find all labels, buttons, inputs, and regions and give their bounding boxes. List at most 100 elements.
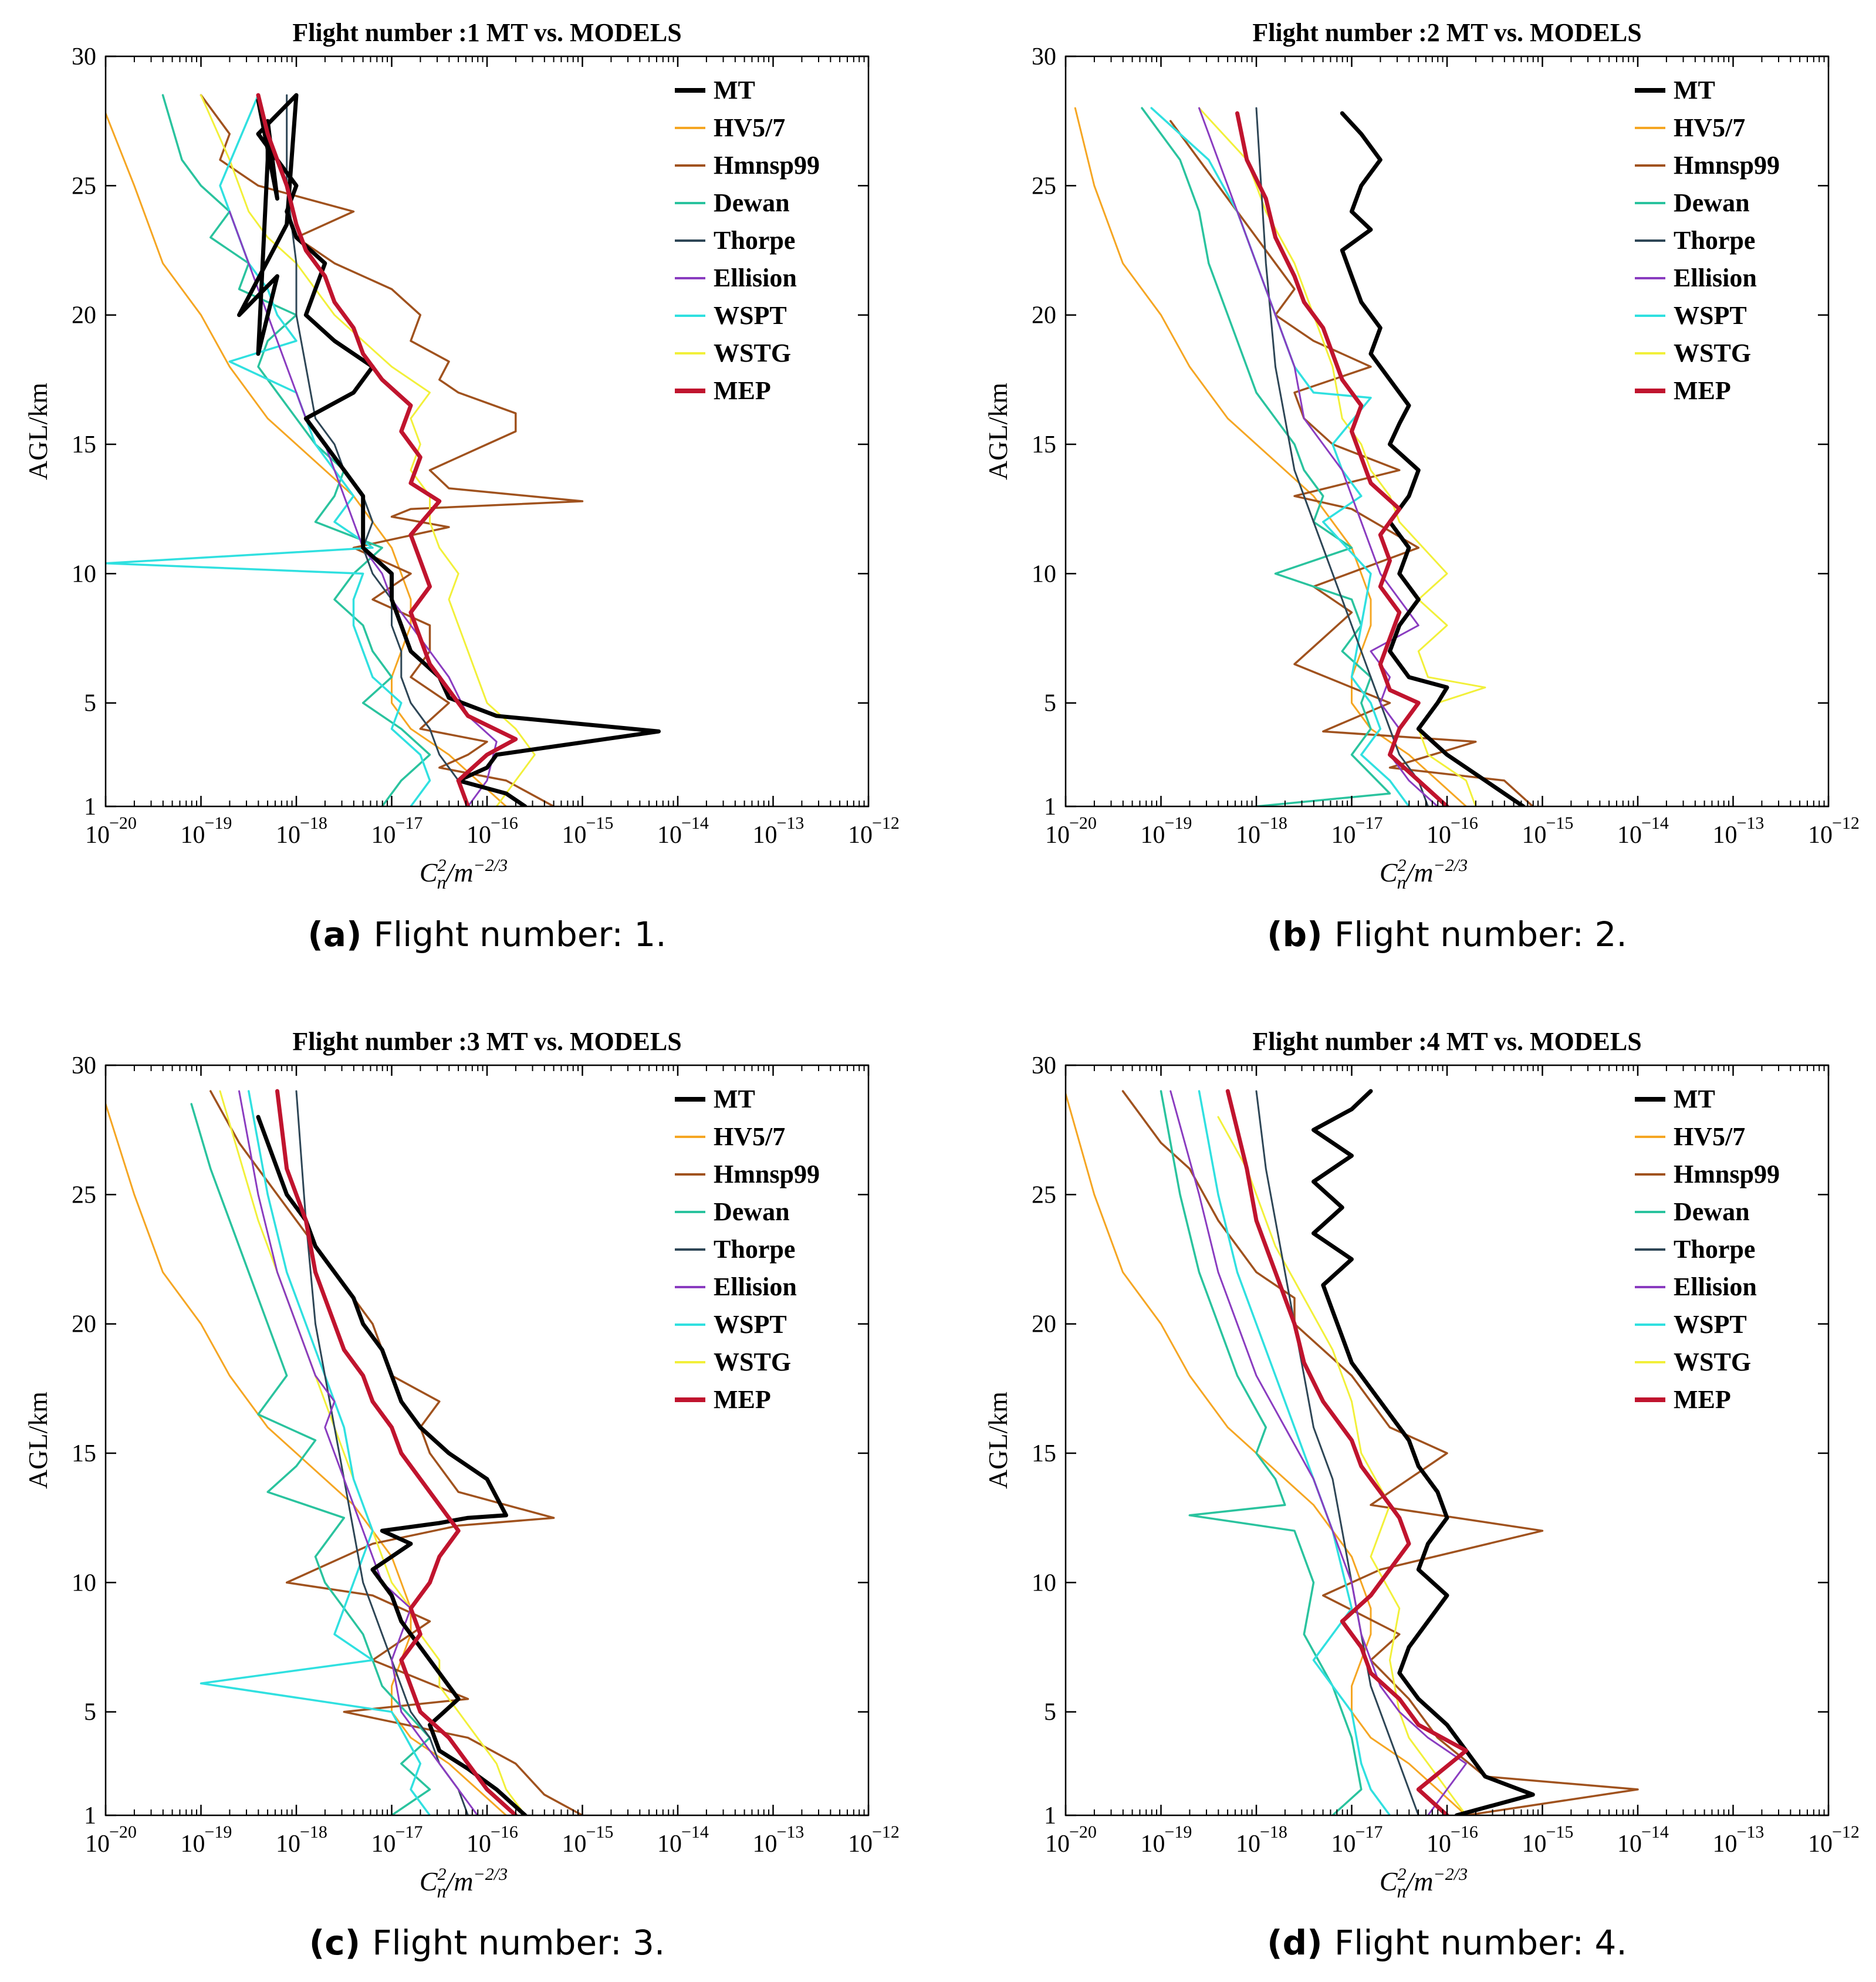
x-tick-exponent: −15 (1546, 1822, 1574, 1842)
y-tick-label: 5 (1044, 1699, 1056, 1726)
y-tick-label: 30 (72, 43, 96, 70)
series-line-dewan (161, 94, 431, 806)
x-tick-exponent: −18 (300, 813, 327, 833)
series-line-mep (1235, 111, 1449, 806)
legend-entry: Hmnsp99 (1674, 151, 1780, 180)
y-tick-label: 5 (84, 1699, 96, 1726)
chart-title: Flight number :2 MT vs. MODELS (1252, 18, 1641, 47)
series-line-wspt (106, 94, 431, 806)
x-tick-exponent: −19 (205, 1822, 232, 1842)
y-tick-label: 10 (72, 1569, 96, 1596)
x-tick-label: 10 (1427, 822, 1451, 849)
x-tick-label: 10 (1808, 822, 1833, 849)
y-tick-label: 1 (84, 794, 96, 821)
legend-entry: Thorpe (714, 1235, 795, 1264)
y-tick-label: 25 (1032, 1181, 1056, 1208)
series-group (106, 1089, 584, 1815)
x-axis-label: C2 n/m−2/3 (420, 856, 508, 893)
y-tick-label: 15 (1032, 1440, 1056, 1467)
x-tick-exponent: −17 (1356, 813, 1383, 833)
series-line-mt (237, 93, 661, 806)
x-tick-label: 10 (562, 1831, 587, 1858)
legend-entry: Hmnsp99 (1674, 1160, 1780, 1188)
legend-entry: Thorpe (1674, 1235, 1755, 1264)
x-tick-label: 10 (1617, 1831, 1642, 1858)
x-axis-label: C2 n/m−2/3 (1380, 1865, 1468, 1902)
y-axis-label: AGL/km (983, 1392, 1013, 1489)
x-tick-label: 10 (848, 1831, 873, 1858)
x-tick-label: 10 (371, 822, 396, 849)
x-tick-label: 10 (276, 1831, 300, 1858)
legend-entry: WSPT (1674, 301, 1747, 330)
series-line-hv5-7 (106, 112, 507, 806)
series-group (1066, 1089, 1639, 1815)
x-tick-exponent: −16 (491, 1822, 518, 1842)
x-tick-label: 10 (1236, 822, 1260, 849)
series-line-hv5-7 (1066, 1093, 1467, 1815)
x-tick-exponent: −16 (1451, 1822, 1478, 1842)
x-tick-exponent: −14 (1641, 1822, 1669, 1842)
legend-entry: HV5/7 (714, 1122, 785, 1151)
series-line-ellision (238, 1090, 479, 1815)
x-tick-exponent: −13 (1737, 1822, 1765, 1842)
legend-entry: Ellision (1674, 264, 1757, 292)
legend: MT HV5/7 Hmnsp99 Dewan Thorpe Ellision WSPT WST… (675, 1085, 820, 1414)
y-tick-label: 15 (72, 431, 96, 458)
series-group (1074, 107, 1534, 806)
x-tick-label: 10 (467, 1831, 491, 1858)
legend: MT HV5/7 Hmnsp99 Dewan Thorpe Ellision WSPT WST… (1635, 76, 1780, 405)
series-line-mep (1225, 1089, 1468, 1815)
legend-entry: Dewan (714, 1197, 790, 1226)
x-tick-exponent: −20 (109, 813, 137, 833)
series-line-wstg (219, 1090, 526, 1815)
x-tick-exponent: −16 (1451, 813, 1478, 833)
x-tick-label: 10 (1713, 1831, 1738, 1858)
y-axis-label: AGL/km (23, 1392, 53, 1489)
x-tick-exponent: −18 (1260, 813, 1287, 833)
legend-entry: HV5/7 (714, 113, 785, 142)
legend-entry: WSTG (1674, 339, 1751, 367)
x-tick-exponent: −19 (205, 813, 232, 833)
legend-entry: MEP (714, 1385, 771, 1414)
legend-entry: Dewan (714, 188, 790, 217)
series-line-wspt (200, 1090, 431, 1815)
x-tick-label: 10 (181, 1831, 205, 1858)
legend-entry: WSPT (1674, 1310, 1747, 1339)
x-tick-exponent: −14 (1641, 813, 1669, 833)
legend-entry: HV5/7 (1674, 113, 1745, 142)
legend-entry: Dewan (1674, 1197, 1750, 1226)
y-tick-label: 20 (1032, 302, 1056, 329)
x-tick-exponent: −20 (1069, 1822, 1097, 1842)
chart-title: Flight number :4 MT vs. MODELS (1252, 1027, 1641, 1056)
legend-entry: WSPT (714, 1310, 787, 1339)
y-tick-label: 20 (72, 1311, 96, 1338)
y-tick-label: 15 (72, 1440, 96, 1467)
x-tick-label: 10 (1236, 1831, 1260, 1858)
legend-entry: MEP (1674, 1385, 1731, 1414)
y-tick-label: 10 (1032, 1569, 1056, 1596)
x-tick-exponent: −19 (1165, 813, 1192, 833)
legend-entry: Dewan (1674, 188, 1750, 217)
legend-entry: MT (714, 76, 755, 104)
legend-entry: MT (1674, 76, 1715, 104)
x-tick-label: 10 (1141, 822, 1165, 849)
y-tick-label: 1 (1044, 1802, 1056, 1829)
legend-entry: MEP (1674, 376, 1731, 405)
x-tick-label: 10 (1045, 1831, 1070, 1858)
x-tick-label: 10 (1331, 1831, 1356, 1858)
y-axis-label: AGL/km (983, 383, 1013, 480)
series-line-thorpe (295, 1090, 469, 1815)
x-tick-label: 10 (1808, 1831, 1833, 1858)
series-line-hmnsp99 (1169, 120, 1534, 806)
x-tick-exponent: −19 (1165, 1822, 1192, 1842)
y-tick-label: 1 (84, 1802, 96, 1829)
y-tick-label: 25 (1032, 173, 1056, 200)
y-tick-label: 30 (1032, 43, 1056, 70)
x-tick-exponent: −16 (491, 813, 518, 833)
legend-entry: Thorpe (1674, 226, 1755, 255)
x-tick-exponent: −13 (777, 1822, 805, 1842)
x-axis-label: C2 n/m−2/3 (1380, 856, 1468, 893)
